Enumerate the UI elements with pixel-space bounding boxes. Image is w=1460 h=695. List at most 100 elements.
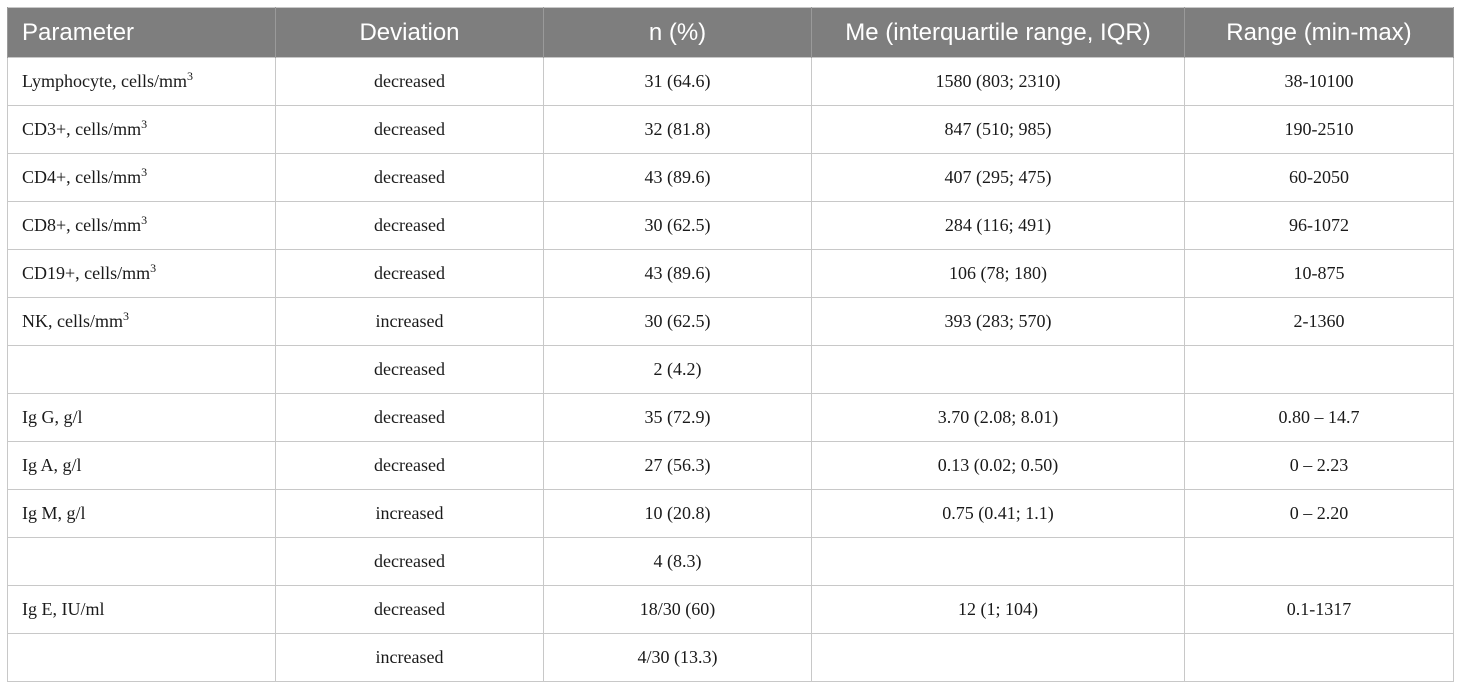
table-row: NK, cells/mm3 increased 30 (62.5) 393 (283;… [7,297,1454,346]
cell-deviation: increased [275,633,544,682]
table-row: Lymphocyte, cells/mm3 decreased 31 (64.6) 1… [7,57,1454,106]
table-row: decreased 4 (8.3) [7,537,1454,586]
cell-n-percent-text: 43 (89.6) [644,263,711,283]
cell-range-text: 190-2510 [1284,119,1354,139]
cell-n-percent: 43 (89.6) [543,249,812,298]
cell-parameter: NK, cells/mm3 [7,297,276,346]
table-row: Ig A, g/l decreased 27 (56.3) 0.13 (0.02; 0… [7,441,1454,490]
cell-range-text: 10-875 [1293,263,1345,283]
cell-deviation: decreased [275,537,544,586]
cell-n-percent: 30 (62.5) [543,297,812,346]
table-row: increased 4/30 (13.3) [7,633,1454,682]
cell-n-percent-text: 10 (20.8) [644,503,711,523]
immunology-table: Parameter Deviation n (%) Me (interquart… [7,7,1454,682]
table-row: CD4+, cells/mm3 decreased 43 (89.6) 407 (29… [7,153,1454,202]
unit-superscript: 3 [141,212,148,227]
cell-range: 60-2050 [1184,153,1454,202]
unit-superscript: 3 [150,260,157,275]
cell-median-iqr: 106 (78; 180) [811,249,1185,298]
table-row: decreased 2 (4.2) [7,345,1454,394]
cell-deviation: decreased [275,585,544,634]
cell-range: 10-875 [1184,249,1454,298]
cell-parameter-text: CD8+, cells/mm [22,215,142,235]
cell-n-percent: 30 (62.5) [543,201,812,250]
table-row: CD8+, cells/mm3 decreased 30 (62.5) 284 (11… [7,201,1454,250]
table-row: Ig G, g/l decreased 35 (72.9) 3.70 (2.08; 8… [7,393,1454,442]
cell-n-percent-text: 4/30 (13.3) [637,647,718,667]
header-parameter: Parameter [7,7,276,58]
cell-median-iqr: 3.70 (2.08; 8.01) [811,393,1185,442]
cell-parameter-text: Ig G, g/l [22,407,83,427]
cell-deviation-text: decreased [374,599,445,619]
cell-n-percent: 2 (4.2) [543,345,812,394]
cell-n-percent-text: 35 (72.9) [644,407,711,427]
cell-deviation-text: decreased [374,359,445,379]
cell-range: 0.80 – 14.7 [1184,393,1454,442]
header-range: Range (min-max) [1184,7,1454,58]
cell-range-text: 38-10100 [1284,71,1354,91]
cell-parameter: Ig M, g/l [7,489,276,538]
cell-deviation: decreased [275,201,544,250]
cell-range: 0.1-1317 [1184,585,1454,634]
cell-deviation-text: decreased [374,119,445,139]
cell-deviation-text: increased [375,647,444,667]
cell-n-percent: 32 (81.8) [543,105,812,154]
cell-deviation-text: decreased [374,215,445,235]
cell-n-percent: 4 (8.3) [543,537,812,586]
unit-superscript: 3 [123,308,129,323]
cell-n-percent-text: 27 (56.3) [644,455,711,475]
cell-n-percent-text: 32 (81.8) [644,119,711,139]
cell-deviation: decreased [275,249,544,298]
table-header: Parameter Deviation n (%) Me (interquart… [7,7,1454,58]
cell-n-percent-text: 43 (89.6) [644,167,711,187]
cell-n-percent: 10 (20.8) [543,489,812,538]
cell-range-text: 96-1072 [1289,215,1349,235]
cell-parameter-text: CD3+, cells/mm [22,119,142,139]
cell-median-iqr-text: 106 (78; 180) [949,263,1047,283]
cell-median-iqr-text: 847 (510; 985) [944,119,1052,139]
cell-median-iqr: 847 (510; 985) [811,105,1185,154]
unit-superscript: 3 [141,116,148,131]
header-row: Parameter Deviation n (%) Me (interquart… [7,7,1454,58]
cell-parameter-text: NK, cells/mm [22,311,123,331]
cell-median-iqr-text: 1580 (803; 2310) [935,71,1061,91]
cell-parameter: Lymphocyte, cells/mm3 [7,57,276,106]
cell-range: 190-2510 [1184,105,1454,154]
table-row: Ig M, g/l increased 10 (20.8) 0.75 (0.41; 1… [7,489,1454,538]
cell-range-text: 0 – 2.20 [1289,503,1349,523]
cell-n-percent-text: 30 (62.5) [644,215,711,235]
cell-range-text: 0.80 – 14.7 [1278,407,1360,427]
cell-parameter-text: CD4+, cells/mm [22,167,142,187]
header-deviation: Deviation [275,7,544,58]
cell-parameter-text: Lymphocyte, cells/mm [22,71,187,91]
cell-range-text: 2-1360 [1293,311,1345,331]
cell-n-percent: 31 (64.6) [543,57,812,106]
cell-range [1184,633,1454,682]
cell-median-iqr: 0.75 (0.41; 1.1) [811,489,1185,538]
cell-range-text: 60-2050 [1289,167,1349,187]
cell-median-iqr-text: 284 (116; 491) [944,215,1052,235]
unit-superscript: 3 [141,164,148,179]
cell-median-iqr [811,345,1185,394]
table-row: CD19+, cells/mm3 decreased 43 (89.6) 106 (7… [7,249,1454,298]
cell-deviation: increased [275,297,544,346]
header-n-percent: n (%) [543,7,812,58]
cell-median-iqr: 12 (1; 104) [811,585,1185,634]
cell-median-iqr: 284 (116; 491) [811,201,1185,250]
cell-parameter: CD4+, cells/mm3 [7,153,276,202]
cell-n-percent-text: 4 (8.3) [653,551,702,571]
cell-median-iqr [811,633,1185,682]
data-table-container: Parameter Deviation n (%) Me (interquart… [7,7,1454,682]
cell-median-iqr: 407 (295; 475) [811,153,1185,202]
header-median-iqr: Me (interquartile range, IQR) [811,7,1185,58]
cell-deviation-text: decreased [374,551,445,571]
cell-parameter [7,345,276,394]
cell-n-percent-text: 2 (4.2) [653,359,702,379]
cell-parameter: Ig A, g/l [7,441,276,490]
cell-parameter: Ig G, g/l [7,393,276,442]
cell-deviation-text: increased [375,503,444,523]
cell-parameter: CD3+, cells/mm3 [7,105,276,154]
cell-median-iqr: 0.13 (0.02; 0.50) [811,441,1185,490]
cell-median-iqr-text: 0.13 (0.02; 0.50) [937,455,1059,475]
cell-deviation-text: decreased [374,167,445,187]
